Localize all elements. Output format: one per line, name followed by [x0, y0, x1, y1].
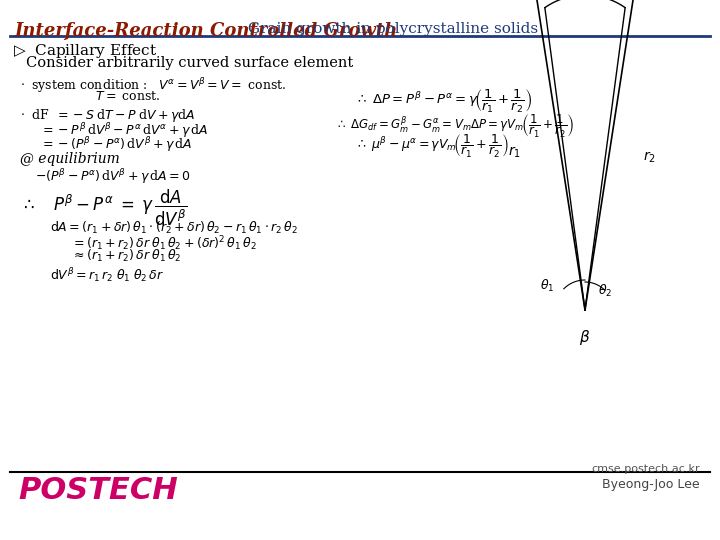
- Text: Consider arbitrarily curved surface element: Consider arbitrarily curved surface elem…: [26, 56, 354, 70]
- Text: $\therefore\;\Delta G_{df} = G^{\beta}_{m} - G^{\alpha}_{m} = V_m\Delta P = \gam: $\therefore\;\Delta G_{df} = G^{\beta}_{…: [335, 112, 574, 139]
- Text: $\therefore\quad P^{\beta} - P^{\alpha}\;=\;\gamma\,\dfrac{\mathrm{d}A}{\mathrm{: $\therefore\quad P^{\beta} - P^{\alpha}\…: [20, 188, 187, 228]
- Text: Interface-Reaction Controlled Growth: Interface-Reaction Controlled Growth: [14, 22, 397, 40]
- Text: $\therefore\;\Delta P = P^{\beta} - P^{\alpha} = \gamma\!\left(\dfrac{1}{r_1} + : $\therefore\;\Delta P = P^{\beta} - P^{\…: [355, 88, 532, 115]
- Text: $\therefore\;\mu^{\beta} - \mu^{\alpha} = \gamma V_m\!\left(\dfrac{1}{r_1} + \df: $\therefore\;\mu^{\beta} - \mu^{\alpha} …: [355, 133, 508, 160]
- Text: $\triangleright$  Capillary Effect: $\triangleright$ Capillary Effect: [13, 42, 158, 60]
- Text: Byeong-Joo Lee: Byeong-Joo Lee: [603, 478, 700, 491]
- Text: $= - P^{\beta}\,$d$V^{\beta} - P^{\alpha}\,$d$V^{\alpha} + \gamma\,$d$A$: $= - P^{\beta}\,$d$V^{\beta} - P^{\alpha…: [40, 121, 208, 140]
- Text: $T = $ const.: $T = $ const.: [95, 90, 161, 103]
- Text: $-(P^{\beta} - P^{\alpha})\,$d$V^{\beta} + \gamma\,$d$A = 0$: $-(P^{\beta} - P^{\alpha})\,$d$V^{\beta}…: [35, 167, 191, 186]
- Text: $r_2$: $r_2$: [643, 150, 656, 165]
- Text: $\approx (r_1 + r_2)\,\delta r\;\theta_1\,\theta_2$: $\approx (r_1 + r_2)\,\delta r\;\theta_1…: [71, 248, 181, 264]
- Text: $r_1$: $r_1$: [508, 145, 521, 160]
- Text: $\mathrm{d}V^{\beta} = r_1\,r_2\;\theta_1\;\theta_2\,\delta r$: $\mathrm{d}V^{\beta} = r_1\,r_2\;\theta_…: [50, 266, 164, 284]
- Text: $\cdot\;$ system condition :  $\;V^{\alpha} = V^{\beta} = V = $ const.: $\cdot\;$ system condition : $\;V^{\alph…: [20, 76, 287, 95]
- Text: $\theta_1$: $\theta_1$: [540, 278, 554, 294]
- Text: $= -(P^{\beta} - P^{\alpha})\,$d$V^{\beta} + \gamma\,$d$A$: $= -(P^{\beta} - P^{\alpha})\,$d$V^{\bet…: [40, 135, 192, 154]
- Text: - Grain growth in polycrystalline solids: - Grain growth in polycrystalline solids: [233, 22, 538, 36]
- Text: $\cdot\;$ dF$\;\;= -S\;$d$T - P\;$d$V + \gamma$d$A$: $\cdot\;$ dF$\;\;= -S\;$d$T - P\;$d$V + …: [20, 107, 196, 124]
- Text: POSTECH: POSTECH: [18, 476, 178, 505]
- Text: $\mathrm{d}A = (r_1 + \delta r)\,\theta_1\cdot(r_2 + \delta r)\,\theta_2 - r_1\,: $\mathrm{d}A = (r_1 + \delta r)\,\theta_…: [50, 220, 298, 236]
- Text: $\beta$: $\beta$: [580, 328, 590, 347]
- Text: $\theta_2$: $\theta_2$: [598, 283, 612, 299]
- Text: cmse.postech.ac.kr: cmse.postech.ac.kr: [591, 464, 700, 474]
- Text: @ equilibrium: @ equilibrium: [20, 152, 120, 166]
- Text: $= (r_1 + r_2)\,\delta r\;\theta_1\,\theta_2 + (\delta r)^2\,\theta_1\,\theta_2$: $= (r_1 + r_2)\,\delta r\;\theta_1\,\the…: [71, 234, 257, 253]
